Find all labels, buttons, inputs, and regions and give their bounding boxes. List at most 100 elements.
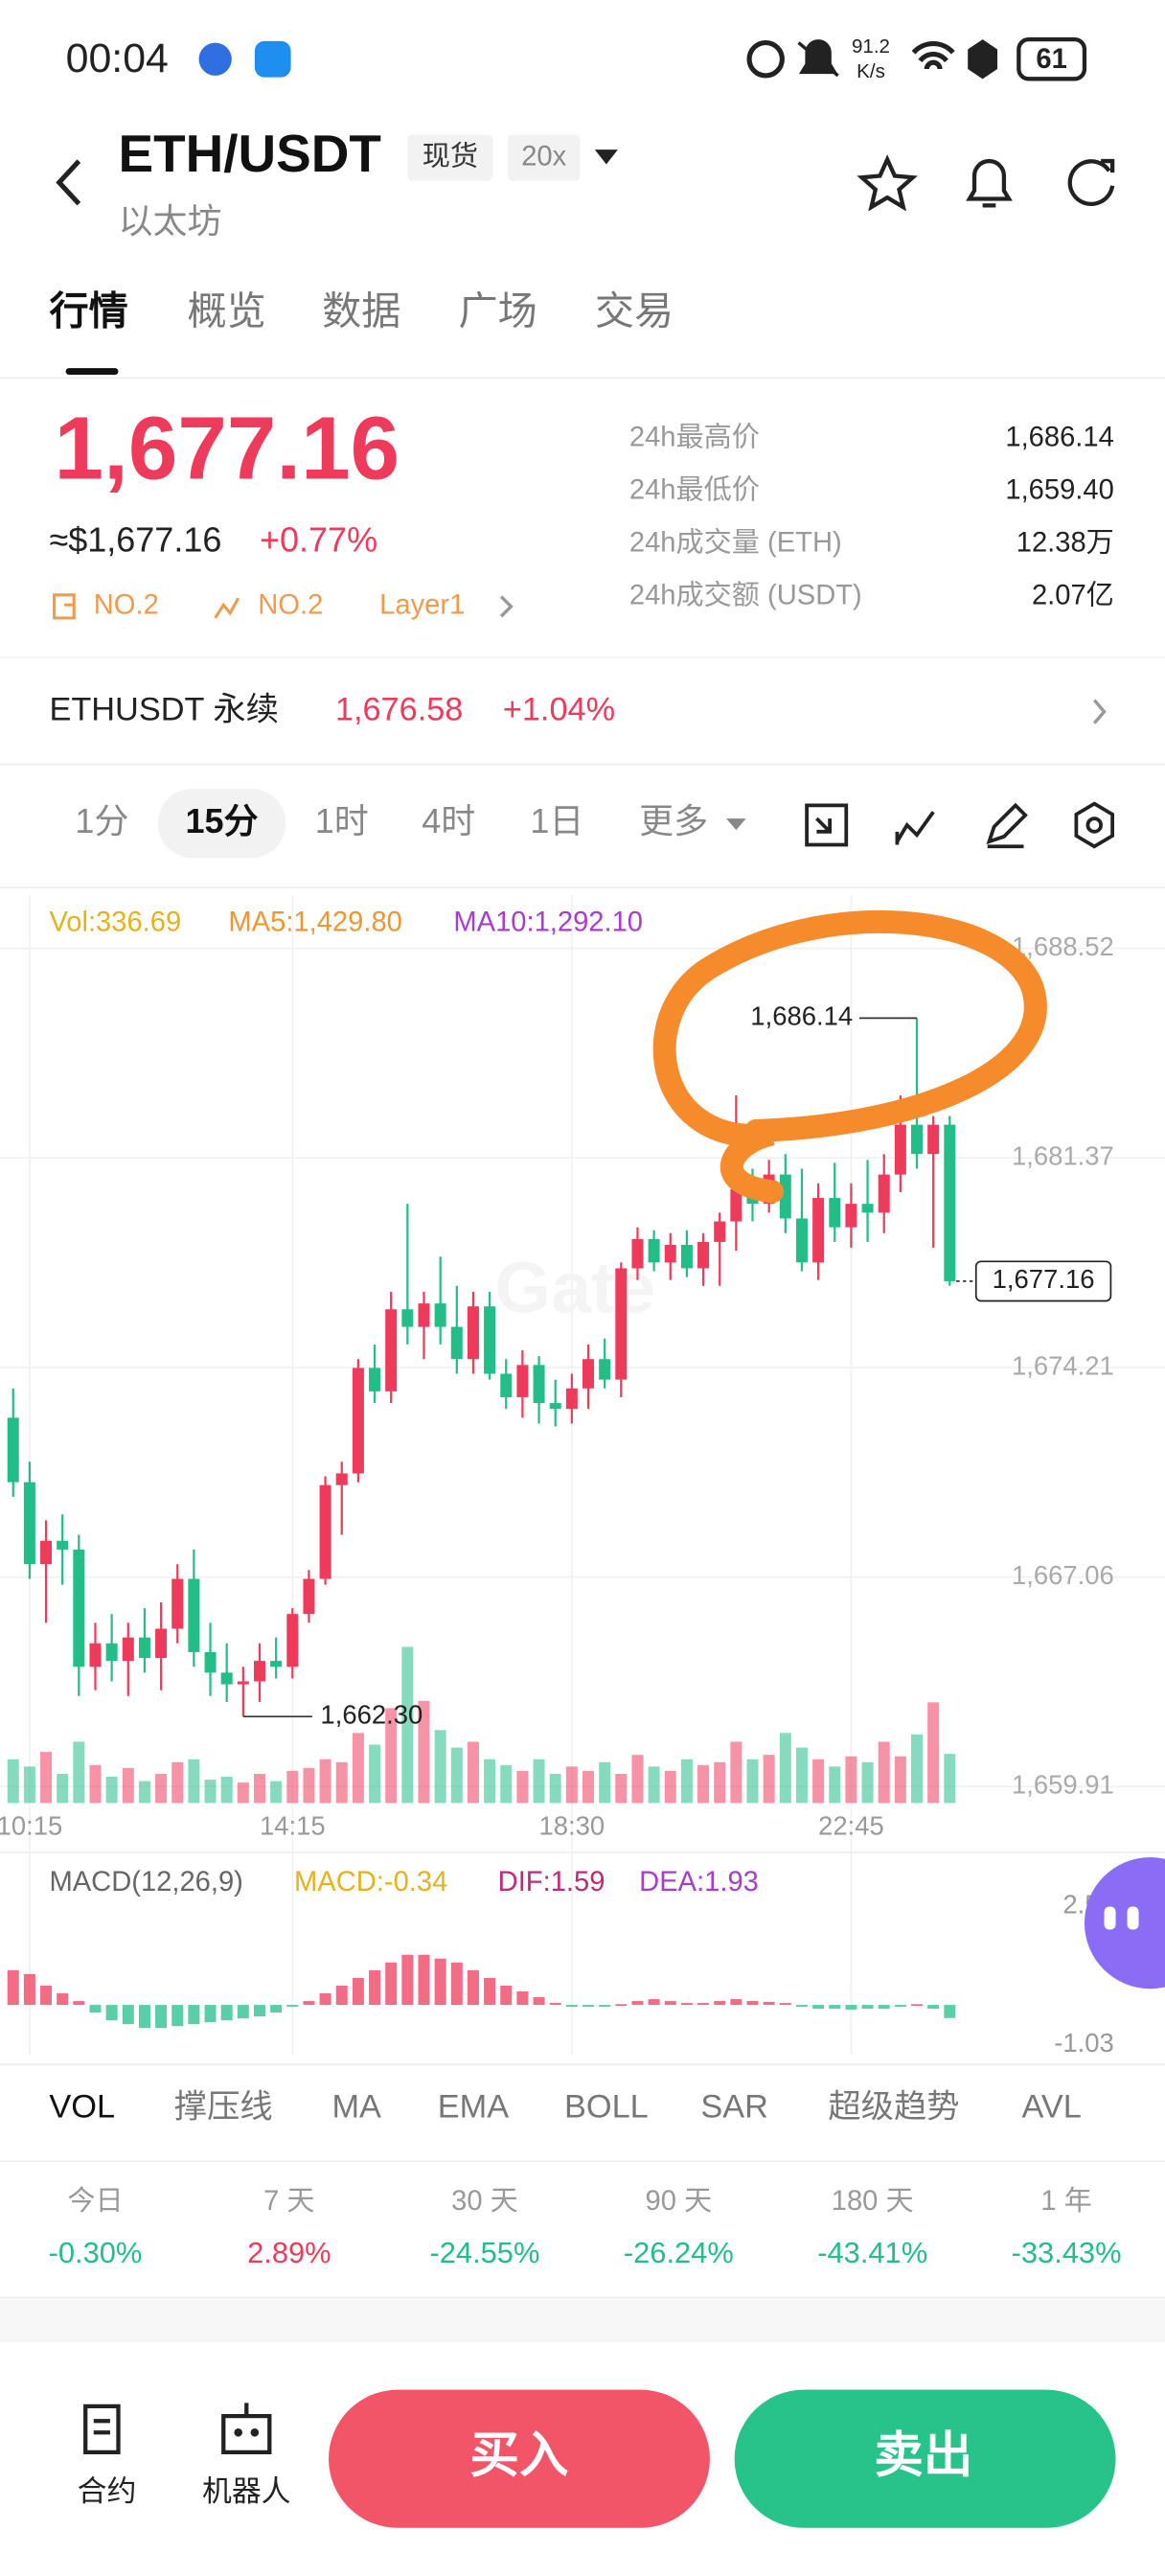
fullscreen-button[interactable] (805, 803, 849, 847)
sell-label[interactable]: 卖出 (874, 2426, 972, 2482)
volume-bar (565, 1766, 578, 1804)
dropdown-arrow[interactable] (594, 150, 618, 165)
period-change: -0.30% (49, 2236, 143, 2269)
candle-body (582, 1359, 595, 1389)
volume-bar (697, 1764, 710, 1804)
macd-bar (122, 2005, 134, 2025)
interval-option[interactable]: 15分 (186, 801, 259, 840)
macd-bar (57, 1993, 69, 2006)
volume-bar (40, 1752, 53, 1804)
period-change: -26.24% (624, 2236, 734, 2269)
indicator-tab[interactable]: 超级趋势 (828, 2088, 959, 2125)
tab[interactable]: 概览 (188, 288, 266, 333)
settings-button[interactable] (1074, 801, 1114, 849)
macd-bar (286, 2005, 299, 2008)
volume-bar (516, 1770, 529, 1804)
macd-bar (615, 2004, 628, 2006)
indicator-button[interactable] (895, 811, 935, 845)
candle-body (467, 1306, 479, 1360)
indicator-tab[interactable]: MA (331, 2088, 381, 2125)
candle-body (7, 1417, 19, 1483)
interval-option[interactable]: 1时 (315, 801, 369, 840)
last-price-label: 1,677.16 (993, 1264, 1095, 1294)
candle-body (401, 1309, 414, 1327)
y-tick-label: 1,667.06 (1012, 1560, 1114, 1590)
macd-bar (795, 2005, 808, 2008)
period-label: 今日 (67, 2185, 123, 2217)
candle-body (878, 1174, 890, 1213)
y-tick-label: 1,659.91 (1012, 1770, 1114, 1800)
candle-body (680, 1244, 693, 1269)
nav-label[interactable]: 合约 (78, 2474, 137, 2508)
candle-body (861, 1204, 874, 1213)
nav-label[interactable]: 机器人 (202, 2474, 291, 2508)
interval-option[interactable]: 1日 (530, 801, 583, 840)
status-icon (198, 42, 232, 76)
macd-bar (467, 1969, 479, 2006)
macd-bar (188, 2005, 200, 2025)
volume-bar (714, 1761, 726, 1804)
volume-bar (944, 1754, 956, 1804)
chevron[interactable] (1092, 699, 1107, 724)
candle-body (911, 1124, 924, 1155)
indicator-tab[interactable]: SAR (700, 2088, 768, 2125)
dropdown-arrow[interactable] (726, 818, 746, 831)
buy-button[interactable] (329, 2389, 710, 2528)
macd-bar (730, 1999, 742, 2006)
period-label: 180 天 (832, 2186, 914, 2217)
tab[interactable]: 交易 (595, 288, 674, 333)
net-speed: 91.2 (852, 35, 890, 58)
volume-bar (171, 1761, 184, 1804)
candle-body (565, 1388, 578, 1410)
favorite-button[interactable] (857, 154, 918, 212)
sell-button[interactable] (734, 2389, 1116, 2528)
buy-label[interactable]: 买入 (470, 2426, 569, 2482)
candle-body (352, 1368, 364, 1474)
macd-bar (927, 2005, 940, 2010)
indicator-tab[interactable]: VOL (49, 2088, 115, 2125)
period-label: 1 年 (1040, 2185, 1091, 2217)
volume-bar (105, 1777, 118, 1804)
assistant-button[interactable] (1084, 1857, 1165, 1990)
robot-icon[interactable] (221, 2403, 272, 2455)
macd-legend: DEA:1.93 (639, 1867, 759, 1898)
interval-pill (157, 789, 286, 859)
high-label: 1,686.14 (750, 1001, 853, 1031)
tab[interactable]: 数据 (322, 288, 400, 333)
candle-body (89, 1643, 102, 1668)
indicator-tab[interactable]: AVL (1022, 2088, 1082, 2125)
tag-leverage[interactable]: 20x (521, 141, 566, 172)
stat-label: 24h最高价 (629, 422, 760, 453)
indicator-tab[interactable]: 撑压线 (174, 2088, 273, 2125)
alert-button[interactable] (966, 159, 1013, 208)
draw-button[interactable] (986, 802, 1028, 849)
share-button[interactable] (1067, 158, 1115, 207)
interval-option[interactable]: 1分 (75, 801, 128, 840)
volume-bar (500, 1764, 513, 1804)
volume-bar (615, 1773, 628, 1804)
volume-bar (352, 1733, 364, 1804)
tab[interactable]: 广场 (459, 288, 537, 333)
candle-body (927, 1124, 940, 1155)
perp-name[interactable]: ETHUSDT 永续 (49, 692, 278, 728)
candle-body (319, 1484, 331, 1579)
macd-bar (549, 2003, 561, 2006)
badge: NO.2 (94, 590, 159, 621)
net-speed-unit: K/s (857, 60, 885, 82)
chevron[interactable] (499, 595, 514, 618)
volume-bar (582, 1770, 595, 1804)
badge[interactable]: Layer1 (379, 590, 465, 621)
interval-option[interactable]: 更多 (639, 801, 708, 840)
candle-body (286, 1614, 299, 1668)
candle-body (894, 1124, 906, 1175)
macd-bar (500, 1985, 513, 2006)
back-button[interactable] (56, 159, 81, 206)
contract-icon[interactable] (83, 2404, 121, 2455)
interval-option[interactable]: 4时 (422, 801, 475, 840)
macd-bar (878, 2005, 890, 2010)
indicator-tab[interactable]: BOLL (564, 2088, 649, 2125)
tab[interactable]: 行情 (49, 288, 127, 333)
macd-bar (450, 1962, 463, 2006)
x-tick-label: 18:30 (539, 1810, 605, 1840)
indicator-tab[interactable]: EMA (438, 2088, 509, 2125)
